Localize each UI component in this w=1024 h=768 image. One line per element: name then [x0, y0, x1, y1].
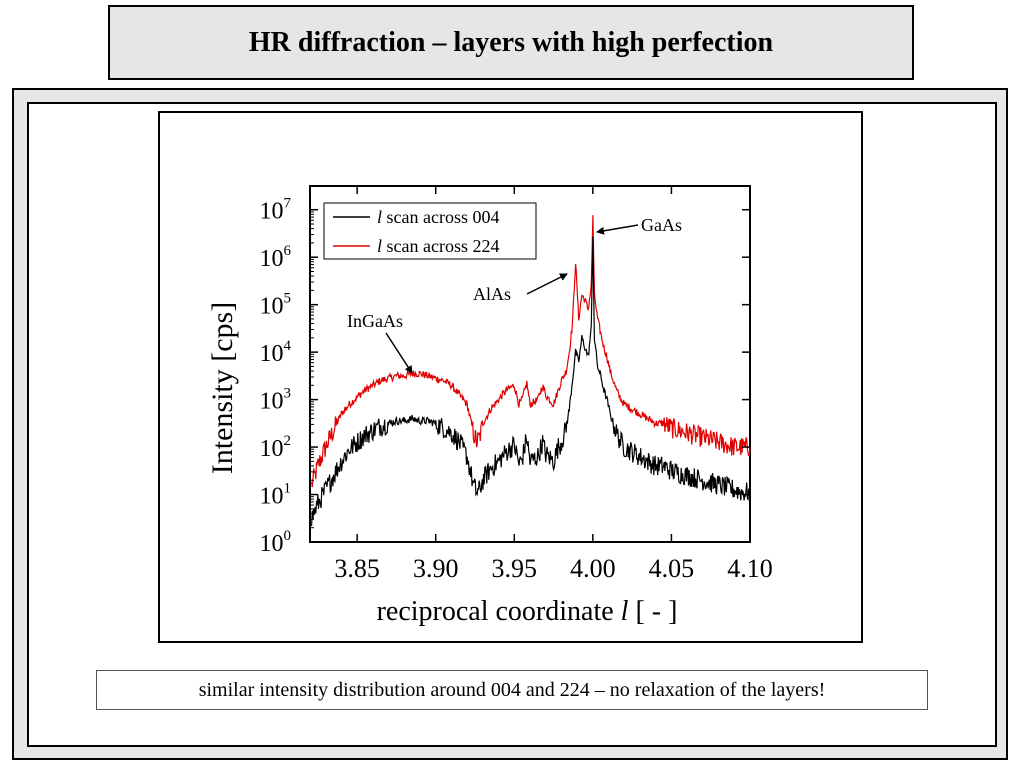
legend: l scan across 004 l scan across 224	[323, 202, 537, 260]
slide-title: HR diffraction – layers with high perfec…	[248, 26, 774, 58]
y-tick-label-2: 102	[260, 433, 292, 462]
x-tick-label-1: 3.90	[413, 554, 459, 583]
x-tick-label-2: 3.95	[492, 554, 538, 583]
y-tick-label-4: 104	[260, 338, 292, 367]
x-tick-label-5: 4.10	[727, 554, 773, 583]
annotation-gaas: GaAs	[596, 215, 682, 235]
y-tick-label-1: 101	[260, 481, 292, 510]
tick-layer: 3.85 3.90 3.95 4.00 4.05 4.10 100 101 102 103 104 1…	[260, 186, 773, 583]
series-224-line	[311, 215, 751, 488]
annotation-gaas-arrow	[596, 224, 639, 235]
x-tick-label-0: 3.85	[334, 554, 380, 583]
annotation-ingaas: InGaAs	[347, 311, 413, 374]
x-tick-label-4: 4.05	[649, 554, 695, 583]
x-axis-title: reciprocal coordinate l [ - ]	[377, 596, 678, 627]
annotation-alas-label: AlAs	[473, 284, 511, 304]
caption-box: similar intensity distribution around 00…	[96, 670, 928, 710]
series-004-line	[311, 236, 751, 526]
slide-title-box: HR diffraction – layers with high perfec…	[108, 5, 914, 80]
x-tick-label-3: 4.00	[570, 554, 616, 583]
y-tick-label-7: 107	[260, 196, 292, 225]
annotation-gaas-label: GaAs	[641, 215, 682, 235]
annotation-ingaas-arrow	[385, 332, 413, 374]
y-tick-label-6: 106	[260, 243, 292, 272]
annotation-alas: AlAs	[473, 273, 568, 304]
legend-label-224: l scan across 224	[377, 236, 499, 256]
y-tick-label-3: 103	[260, 386, 292, 415]
y-tick-label-0: 100	[260, 528, 292, 557]
y-tick-label-5: 105	[260, 291, 292, 320]
legend-box	[323, 202, 537, 260]
legend-label-004: l scan across 004	[377, 207, 499, 227]
annotation-alas-arrow	[526, 273, 568, 295]
series-layer	[311, 215, 751, 526]
caption-text: similar intensity distribution around 00…	[198, 678, 826, 701]
y-axis-title: Intensity [cps]	[206, 302, 239, 474]
annotation-ingaas-label: InGaAs	[347, 311, 403, 331]
